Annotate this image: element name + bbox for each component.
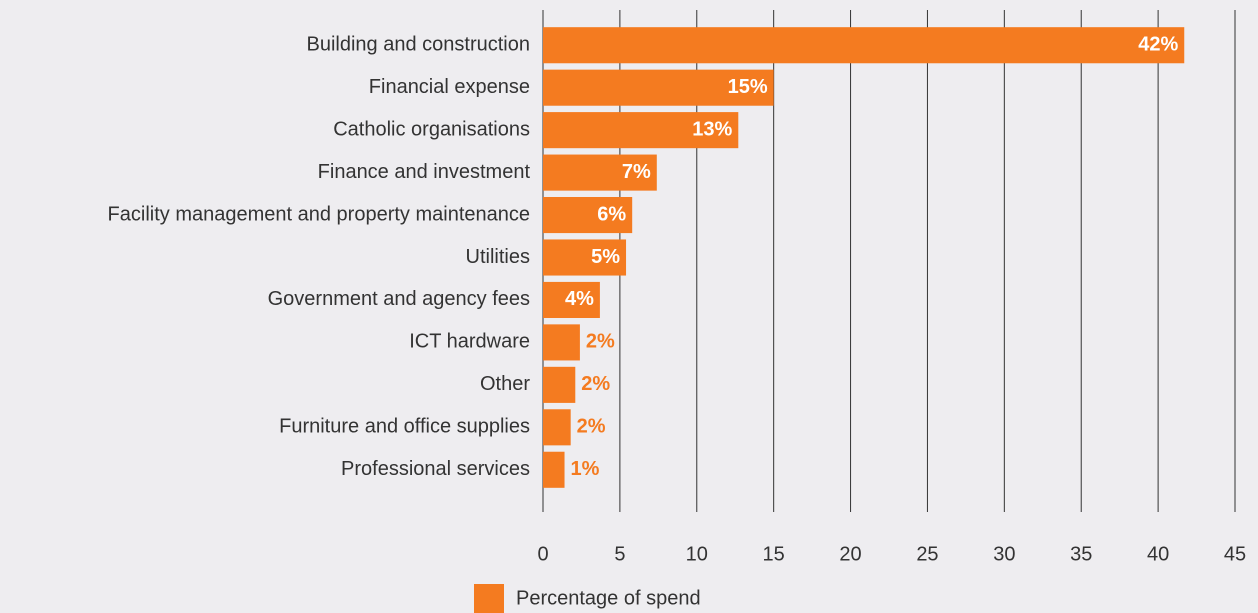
x-tick-label: 35 (1070, 543, 1092, 565)
data-label: 2% (577, 416, 606, 438)
x-tick-label: 0 (537, 543, 548, 565)
bar (543, 197, 633, 234)
bar (543, 409, 571, 446)
y-tick-label: Professional services (341, 458, 530, 480)
data-label: 2% (586, 331, 615, 353)
x-tick-label: 20 (839, 543, 861, 565)
bar (543, 154, 657, 191)
data-label: 13% (692, 118, 732, 140)
data-label: 15% (728, 76, 768, 98)
y-tick-label: Other (480, 373, 530, 395)
legend-swatch (474, 584, 504, 613)
y-tick-label: ICT hardware (409, 331, 530, 353)
y-tick-label: Facility management and property mainten… (108, 203, 530, 225)
y-tick-label: Building and construction (307, 34, 530, 56)
x-tick-label: 15 (763, 543, 785, 565)
data-label: 42% (1138, 34, 1178, 56)
legend-label: Percentage of spend (516, 587, 701, 609)
data-label: 1% (571, 458, 600, 480)
data-label: 6% (597, 203, 626, 225)
x-tick-label: 45 (1224, 543, 1246, 565)
bar (543, 281, 600, 318)
x-tick-label: 5 (614, 543, 625, 565)
y-tick-label: Furniture and office supplies (279, 416, 530, 438)
y-tick-label: Financial expense (369, 76, 530, 98)
bar (543, 366, 576, 403)
y-tick-label: Utilities (466, 246, 530, 268)
bar (543, 27, 1185, 64)
y-tick-label: Finance and investment (318, 161, 531, 183)
bar (543, 69, 774, 106)
x-tick-label: 40 (1147, 543, 1169, 565)
bar (543, 324, 580, 361)
bar (543, 451, 565, 488)
x-tick-label: 30 (993, 543, 1015, 565)
x-tick-label: 25 (916, 543, 938, 565)
x-tick-label: 10 (686, 543, 708, 565)
y-tick-label: Catholic organisations (333, 118, 530, 140)
data-label: 4% (565, 288, 594, 310)
bar (543, 239, 627, 276)
bar (543, 112, 739, 149)
data-label: 7% (622, 161, 651, 183)
data-label: 5% (591, 246, 620, 268)
y-tick-label: Government and agency fees (268, 288, 530, 310)
data-label: 2% (581, 373, 610, 395)
